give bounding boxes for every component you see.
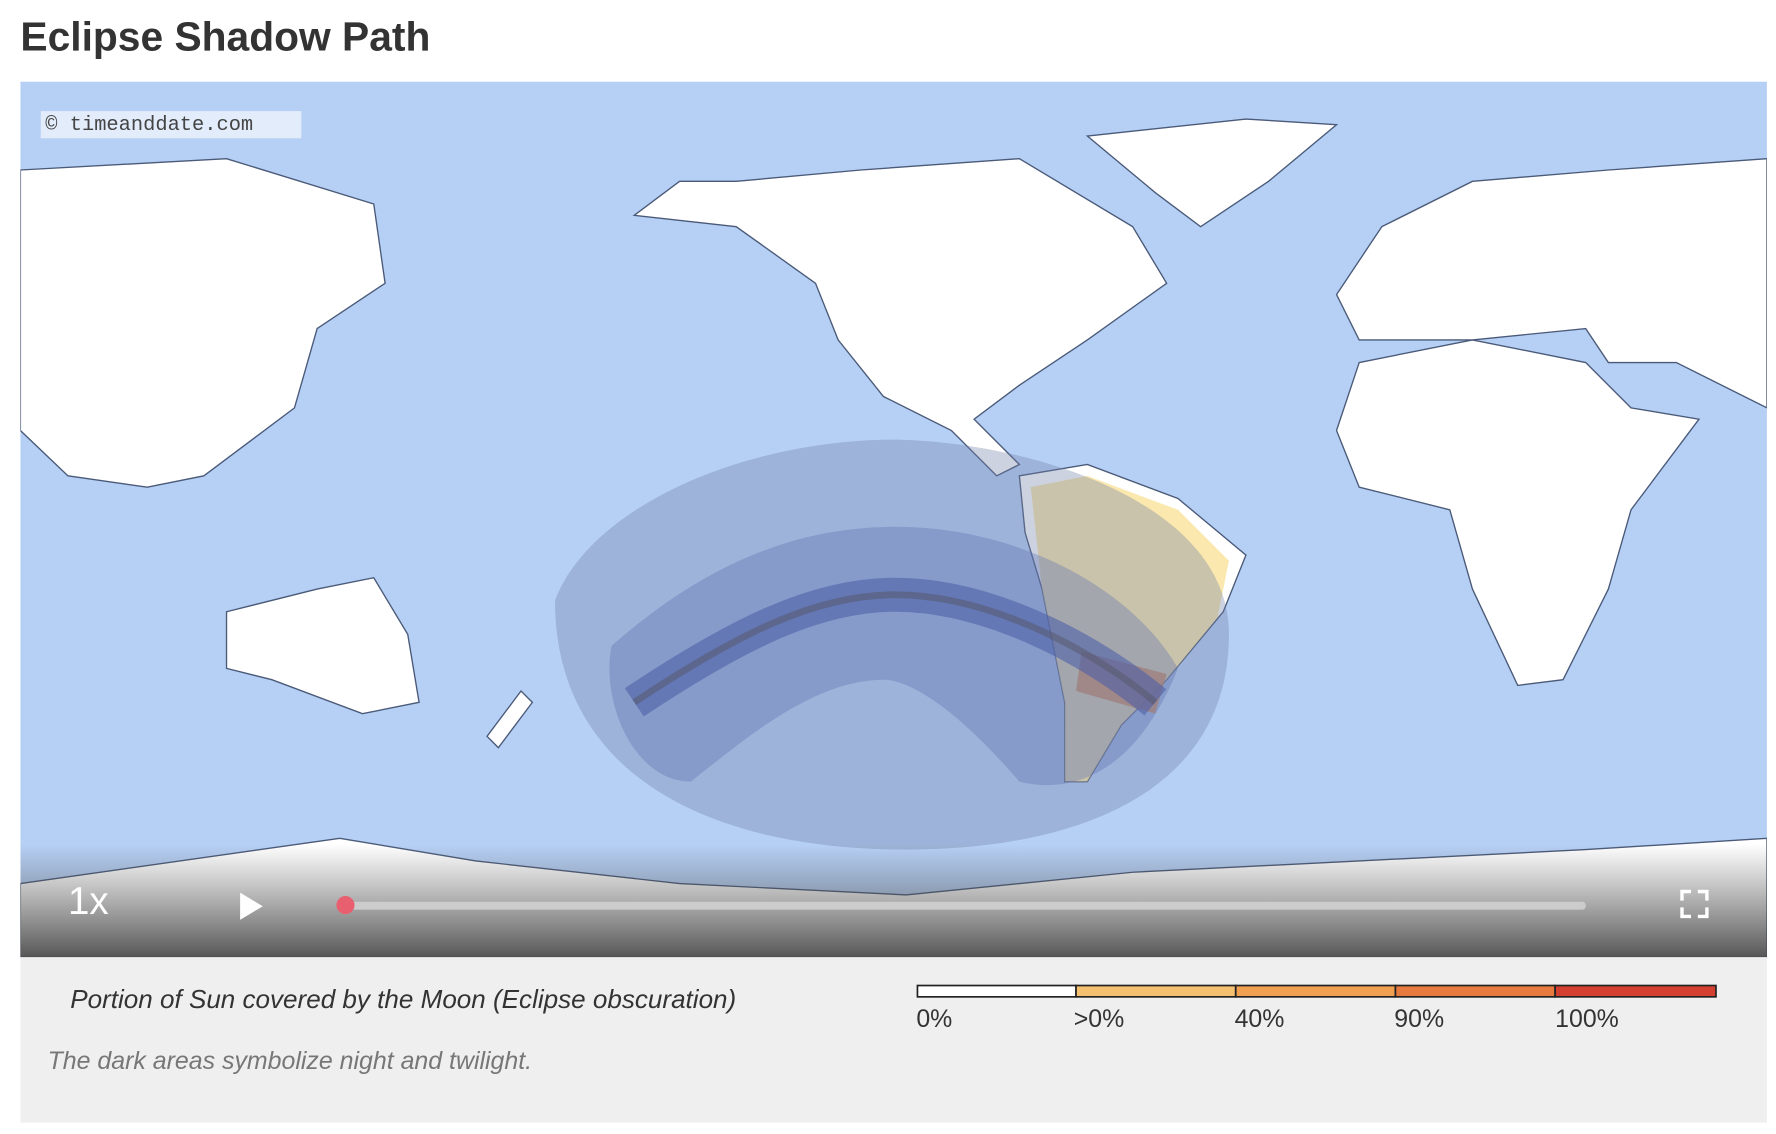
timeline-handle[interactable] <box>336 896 355 915</box>
map: © timeanddate.com <box>20 81 1767 958</box>
scale-label: 0% <box>916 1005 952 1033</box>
fullscreen-button[interactable] <box>1680 889 1709 919</box>
scale-label: 90% <box>1394 1005 1444 1033</box>
penumbra-inner <box>609 526 1178 786</box>
legend-caption: Portion of Sun covered by the Moon (Ecli… <box>70 984 736 1014</box>
scale-label: 40% <box>1235 1005 1285 1033</box>
play-button[interactable] <box>240 892 263 920</box>
color-scale <box>916 984 1717 998</box>
speed-button[interactable]: 1x <box>68 880 109 923</box>
legend-note: The dark areas symbolize night and twili… <box>48 1047 533 1075</box>
penumbra-outer <box>555 439 1229 850</box>
scale-labels: 0% >0% 40% 90% 100% <box>916 1005 1619 1033</box>
credit: © timeanddate.com <box>45 114 253 137</box>
scale-label: 100% <box>1555 1005 1619 1033</box>
central-line <box>632 591 1158 706</box>
control-bar <box>20 843 1767 958</box>
credit-bg <box>40 111 302 139</box>
scale-label: >0% <box>1074 1005 1125 1033</box>
title: Eclipse Shadow Path <box>20 14 430 60</box>
timeline-track[interactable] <box>345 901 1586 910</box>
partial-zone <box>1030 475 1229 782</box>
legend-panel <box>20 957 1767 1123</box>
